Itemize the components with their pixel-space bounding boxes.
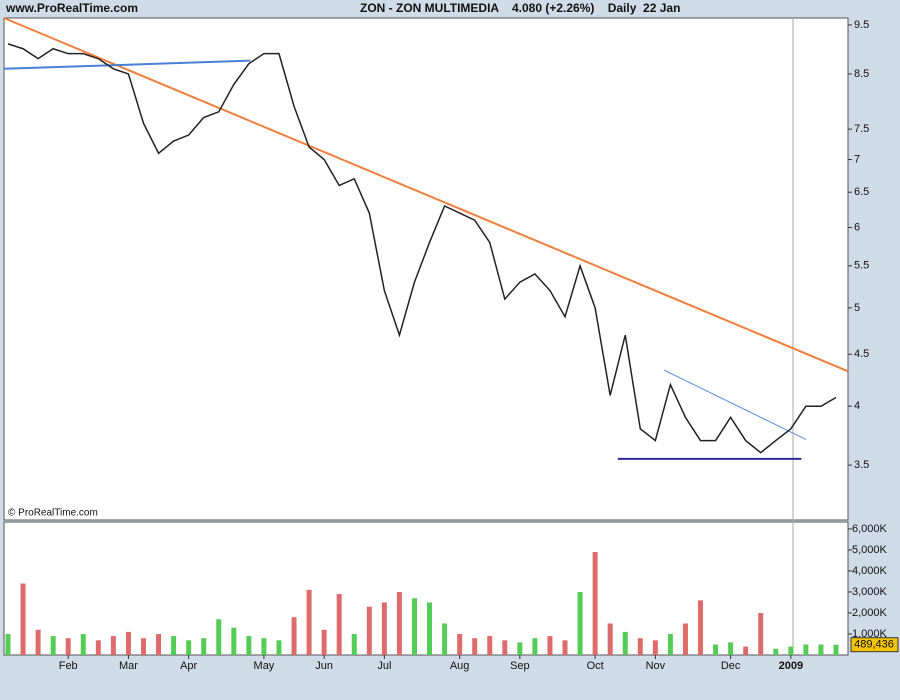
price-line [7, 43, 837, 454]
volume-bar [728, 642, 734, 655]
volume-bar [788, 646, 794, 655]
volume-bar [246, 636, 252, 655]
last-value-label: 489,436 [854, 639, 894, 651]
volume-bar [231, 627, 237, 655]
x-tick-label: Aug [450, 660, 470, 672]
x-tick-label: May [254, 660, 275, 672]
x-tick-label: Dec [721, 660, 741, 672]
x-tick-label: Sep [510, 660, 530, 672]
volume-bar [517, 642, 523, 655]
price-panel [3, 17, 849, 521]
volume-bar [411, 598, 417, 655]
volume-bar [637, 638, 643, 655]
trendline [3, 17, 849, 373]
trendline [3, 59, 251, 70]
chart-title: ZON - ZON MULTIMEDIA 4.080 (+2.26%) Dail… [360, 1, 680, 15]
y-tick-label: 7 [854, 153, 860, 165]
source: www.ProRealTime.com [5, 1, 138, 15]
watermark: © ProRealTime.com [8, 508, 98, 519]
y-tick-label: 8.5 [854, 68, 869, 80]
volume-bar [276, 640, 282, 655]
x-tick-label: 2009 [779, 660, 803, 672]
volume-bar [698, 600, 704, 655]
volume-bar [95, 640, 101, 655]
volume-bar [652, 640, 658, 655]
y-tick-label: 5,000K [852, 544, 888, 556]
volume-bar [833, 644, 839, 655]
y-tick-label: 6.5 [854, 186, 869, 198]
x-tick-label: Nov [646, 660, 666, 672]
volume-bar [351, 633, 357, 655]
y-tick-label: 6 [854, 221, 860, 233]
y-tick-label: 9.5 [854, 19, 869, 31]
volume-bar [186, 640, 192, 655]
volume-bar [713, 644, 719, 655]
volume-bar [562, 640, 568, 655]
volume-bar [171, 636, 177, 655]
volume-bar [216, 619, 222, 655]
volume-bar [667, 633, 673, 655]
volume-bar [502, 640, 508, 655]
y-tick-label: 5.5 [854, 260, 869, 272]
y-tick-label: 4 [854, 400, 860, 412]
volume-bar [291, 617, 297, 655]
y-tick-label: 2,000K [852, 607, 888, 619]
trendline [664, 369, 807, 440]
x-tick-label: Mar [119, 660, 138, 672]
volume-bar [381, 602, 387, 655]
volume-bar [577, 591, 583, 655]
volume-bar [125, 631, 131, 655]
y-tick-label: 4.5 [854, 348, 869, 360]
volume-bar [427, 602, 433, 655]
volume-bar [140, 638, 146, 655]
volume-bar [803, 644, 809, 655]
volume-bar [110, 636, 116, 655]
volume-bar [201, 638, 207, 655]
volume-bar [261, 638, 267, 655]
volume-bar [306, 589, 312, 655]
y-tick-label: 3,000K [852, 586, 888, 598]
volume-bar [472, 638, 478, 655]
volume-bar [80, 633, 86, 655]
volume-bar [457, 633, 463, 655]
volume-bar [773, 648, 779, 655]
x-tick-label: Jul [377, 660, 391, 672]
volume-bar [366, 606, 372, 655]
volume-bar [336, 594, 342, 655]
volume-bar [743, 646, 749, 655]
y-tick-label: 3.5 [854, 459, 869, 471]
volume-bar [396, 591, 402, 655]
y-tick-label: 7.5 [854, 123, 869, 135]
x-tick-label: Feb [59, 660, 78, 672]
x-tick-label: Apr [180, 660, 197, 672]
x-tick-label: Jun [315, 660, 333, 672]
volume-bar [682, 623, 688, 655]
volume-bar [758, 612, 764, 655]
y-tick-label: 5 [854, 302, 860, 314]
volume-bar [50, 636, 56, 655]
volume-bar [20, 583, 26, 655]
volume-bar [487, 636, 493, 655]
volume-panel [3, 521, 849, 656]
volume-bar [35, 629, 41, 655]
volume-bar [622, 631, 628, 655]
y-tick-label: 1,000K [852, 628, 888, 640]
volume-bar [532, 638, 538, 655]
volume-bar [547, 636, 553, 655]
volume-bar [321, 629, 327, 655]
volume-bar [592, 552, 598, 655]
last-value-box [850, 637, 899, 653]
volume-bar [65, 638, 71, 655]
volume-bar [156, 633, 162, 655]
volume-bar [442, 623, 448, 655]
volume-bar [5, 633, 11, 655]
y-tick-label: 6,000K [852, 523, 888, 535]
x-tick-label: Oct [587, 660, 604, 672]
volume-bar [818, 644, 824, 655]
volume-bar [607, 623, 613, 655]
y-tick-label: 4,000K [852, 565, 888, 577]
